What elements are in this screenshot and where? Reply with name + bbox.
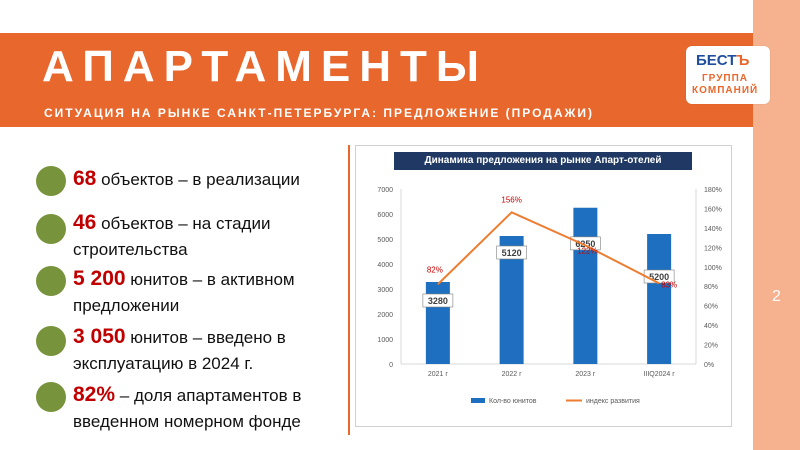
stat-text: 3 050 юнитов – введено в эксплуатацию в … [73, 324, 318, 377]
logo-line-group: ГРУППА [702, 73, 749, 84]
page-number: 2 [772, 288, 781, 305]
stat-text: 5 200 юнитов – в активном предложении [73, 266, 333, 319]
y2-tick-label: 140% [704, 226, 722, 233]
stat-label: – доля апартаментов в введенном номерном… [73, 386, 302, 431]
x-tick-label: 2021 г [428, 371, 449, 378]
y2-tick-label: 0% [704, 362, 714, 369]
y-tick-label: 0 [389, 362, 393, 369]
bullet-icon [36, 382, 66, 412]
stat-text: 46 объектов – на стадии строительства [73, 210, 303, 263]
x-tick-label: IIIQ2024 г [643, 371, 675, 378]
y2-tick-label: 120% [704, 245, 722, 252]
bar-value-label: 3280 [428, 296, 448, 306]
stat-value: 68 [73, 167, 97, 190]
logo-line-companies: КОМПАНИЙ [692, 85, 759, 96]
stat-value: 46 [73, 211, 97, 234]
y2-tick-label: 180% [704, 187, 722, 194]
y2-tick-label: 20% [704, 343, 718, 350]
x-tick-label: 2022 г [502, 371, 523, 378]
bar-value-box [570, 236, 601, 251]
page-title: АПАРТАМЕНТЫ [42, 42, 488, 91]
logo-mark: Ъ [736, 52, 750, 69]
bullet-icon [36, 166, 66, 196]
stat-value: 82% [73, 383, 116, 406]
company-logo: БЕСТЪ ГРУППА КОМПАНИЙ [686, 46, 770, 104]
bullet-icon [36, 326, 66, 356]
y2-tick-label: 40% [704, 323, 718, 330]
header-band [0, 33, 753, 127]
y2-tick-label: 80% [704, 284, 718, 291]
logo-word: БЕСТ [696, 52, 737, 69]
y2-tick-label: 100% [704, 265, 722, 272]
stat-label: юнитов – введено в эксплуатацию в 2024 г… [73, 328, 286, 373]
page-subtitle: СИТУАЦИЯ НА РЫНКЕ САНКТ-ПЕТЕРБУРГА: ПРЕД… [44, 106, 594, 120]
legend-bar-swatch [471, 398, 485, 403]
x-tick-label: 2023 г [575, 371, 596, 378]
bullet-icon [36, 266, 66, 296]
bar-IIIQ2024 г [647, 234, 672, 364]
y-tick-label: 6000 [377, 212, 393, 219]
line-value-label: 83% [661, 280, 677, 289]
y-tick-label: 5000 [377, 237, 393, 244]
bar-value-label: 5200 [649, 272, 669, 282]
y-tick-label: 2000 [377, 312, 393, 319]
vertical-divider [348, 145, 350, 435]
index-line [437, 211, 660, 285]
legend-bar-label: Кол-во юнитов [489, 398, 537, 405]
bar-value-box [496, 245, 527, 260]
legend-line-label: индекс развития [586, 398, 640, 405]
stat-value: 5 200 [73, 267, 126, 290]
stat-label: юнитов – в активном предложении [73, 270, 295, 315]
stat-label: объектов – в реализации [101, 170, 300, 189]
line-value-label: 122% [577, 246, 597, 255]
supply-dynamics-chart: 0 1000 2000 3000 4000 5000 6000 7000 0% 20% 40% 60%… [377, 187, 722, 405]
bullet-icon [36, 214, 66, 244]
stat-text: 82% – доля апартаментов в введенном номе… [73, 382, 348, 435]
bar-2023 г [573, 207, 598, 364]
y-tick-label: 4000 [377, 262, 393, 269]
bar-value-label: 5120 [502, 248, 522, 258]
bar-value-box [422, 293, 454, 308]
stat-text: 68 объектов – в реализации [73, 166, 363, 193]
chart-panel: Динамика предложения на рынке Апарт-отел… [355, 145, 732, 427]
stat-label: объектов – на стадии строительства [73, 214, 271, 259]
logo-brand: БЕСТЪ [696, 52, 749, 69]
stat-value: 3 050 [73, 325, 126, 348]
y-tick-label: 3000 [377, 287, 393, 294]
y2-tick-label: 160% [704, 206, 722, 213]
y-tick-label: 1000 [377, 337, 393, 344]
bar-value-label: 6250 [575, 239, 595, 249]
line-value-label: 156% [501, 195, 521, 204]
line-value-label: 82% [427, 265, 443, 274]
chart-title: Динамика предложения на рынке Апарт-отел… [394, 152, 692, 170]
y-tick-label: 7000 [377, 187, 393, 194]
y2-tick-label: 60% [704, 304, 718, 311]
